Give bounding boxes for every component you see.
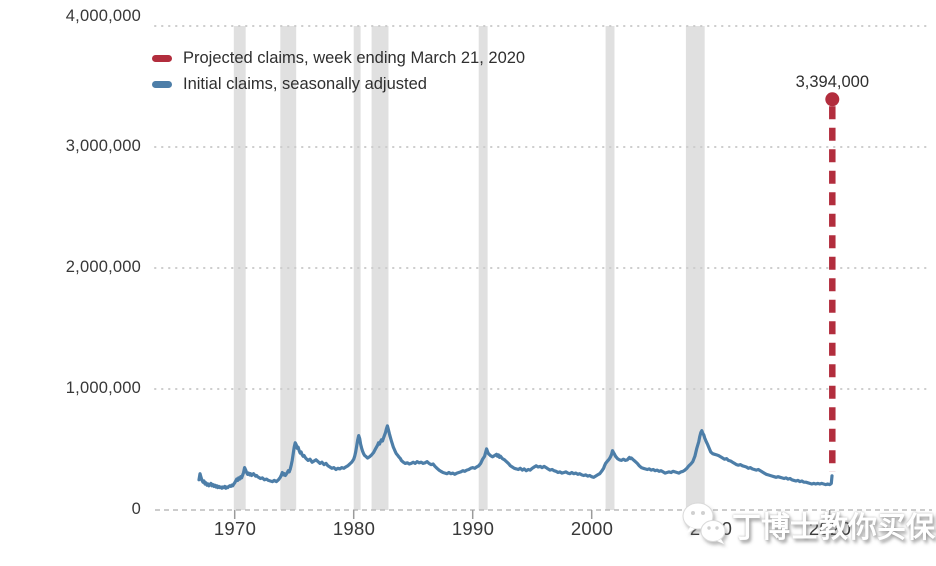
x-tick-label: 1970: [213, 518, 257, 539]
initial-claims-line: [197, 424, 834, 490]
projected-claims-swatch: [152, 55, 172, 62]
x-tick-label: 1990: [451, 518, 495, 539]
y-tick-label: 0: [131, 500, 141, 518]
legend: Projected claims, week ending March 21, …: [152, 49, 525, 94]
x-tick-label: 2000: [570, 518, 614, 539]
x-tick-label: 2020: [808, 518, 852, 539]
legend-item-initial: Initial claims, seasonally adjusted: [152, 75, 525, 94]
y-tick-label: 2,000,000: [65, 258, 141, 276]
y-tick-label: 4,000,000: [65, 7, 141, 25]
initial-claims-swatch: [152, 81, 172, 88]
legend-label-initial: Initial claims, seasonally adjusted: [183, 75, 427, 93]
x-tick-label: 1980: [332, 518, 376, 539]
projected-value-annotation: 3,394,000: [795, 73, 869, 91]
legend-item-projected: Projected claims, week ending March 21, …: [152, 49, 525, 68]
y-tick-label: 3,000,000: [65, 137, 141, 155]
y-tick-label: 1,000,000: [65, 379, 141, 397]
projected-claims-dot: [825, 92, 840, 107]
x-tick-label: 2010: [689, 518, 733, 539]
legend-label-projected: Projected claims, week ending March 21, …: [183, 49, 526, 67]
